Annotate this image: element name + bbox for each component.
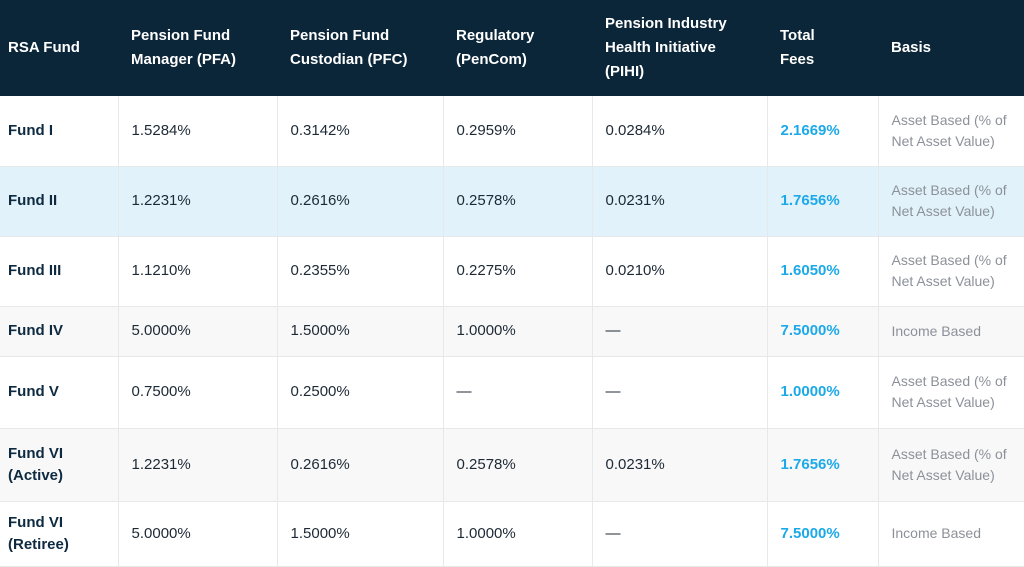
table-row-fund-1: Fund I 1.5284% 0.3142% 0.2959% 0.0284% 2…: [0, 96, 1024, 167]
column-header-pihi: Pension Industry Health Initiative (PIHI…: [592, 0, 767, 96]
cell-pencom-fee: —: [442, 355, 593, 429]
cell-pencom-fee: 0.2578%: [442, 427, 593, 502]
column-header-label: Pension Fund Custodian (PFC): [290, 27, 408, 68]
cell-pfa-fee: 0.7500%: [117, 355, 278, 429]
cell-pfa-fee: 1.2231%: [117, 165, 278, 237]
cell-basis: Income Based: [877, 305, 1024, 357]
cell-pfa-fee: 1.5284%: [117, 96, 278, 167]
cell-pfa-fee: 5.0000%: [117, 500, 278, 567]
column-header-label: Basis: [891, 39, 932, 56]
cell-basis: Income Based: [877, 500, 1024, 567]
cell-pfc-fee: 1.5000%: [276, 305, 444, 357]
column-header-rsa-fund: RSA Fund: [0, 0, 118, 96]
cell-pencom-fee: 1.0000%: [442, 500, 593, 567]
cell-total-fee: 1.0000%: [766, 355, 879, 429]
column-header-label: Total Fees: [780, 27, 815, 68]
cell-pfc-fee: 0.2500%: [276, 355, 444, 429]
cell-total-fee: 7.5000%: [766, 305, 879, 357]
cell-basis: Asset Based (% of Net Asset Value): [877, 355, 1024, 429]
column-header-pencom: Regulatory (PenCom): [443, 0, 592, 96]
cell-fund-name: Fund II: [0, 165, 119, 237]
column-header-label: Regulatory (PenCom): [456, 27, 535, 68]
cell-basis: Asset Based (% of Net Asset Value): [877, 96, 1024, 167]
table-row-fund-4: Fund IV 5.0000% 1.5000% 1.0000% — 7.5000…: [0, 305, 1024, 357]
column-header-label: Pension Industry Health Initiative (PIHI…: [605, 15, 727, 80]
cell-pihi-fee: 0.0210%: [591, 235, 768, 307]
cell-pencom-fee: 0.2578%: [442, 165, 593, 237]
cell-pfc-fee: 1.5000%: [276, 500, 444, 567]
cell-total-fee: 1.7656%: [766, 165, 879, 237]
column-header-label: RSA Fund: [8, 39, 80, 56]
cell-pfa-fee: 1.2231%: [117, 427, 278, 502]
cell-pfa-fee: 5.0000%: [117, 305, 278, 357]
cell-pencom-fee: 1.0000%: [442, 305, 593, 357]
column-header-total-fees: Total Fees: [767, 0, 878, 96]
cell-fund-name: Fund VI (Retiree): [0, 500, 119, 567]
cell-fund-name: Fund I: [0, 96, 119, 167]
table-row-fund-2-highlighted: Fund II 1.2231% 0.2616% 0.2578% 0.0231% …: [0, 165, 1024, 237]
cell-pihi-fee: —: [591, 500, 768, 567]
cell-fund-name: Fund V: [0, 355, 119, 429]
table-row-fund-6-retiree: Fund VI (Retiree) 5.0000% 1.5000% 1.0000…: [0, 500, 1024, 567]
table-row-fund-3: Fund III 1.1210% 0.2355% 0.2275% 0.0210%…: [0, 235, 1024, 307]
cell-pfc-fee: 0.2616%: [276, 427, 444, 502]
cell-fund-name: Fund IV: [0, 305, 119, 357]
table-body: Fund I 1.5284% 0.3142% 0.2959% 0.0284% 2…: [0, 96, 1024, 567]
cell-total-fee: 1.7656%: [766, 427, 879, 502]
cell-pihi-fee: —: [591, 355, 768, 429]
cell-pfc-fee: 0.2355%: [276, 235, 444, 307]
cell-fund-name: Fund III: [0, 235, 119, 307]
cell-pencom-fee: 0.2275%: [442, 235, 593, 307]
cell-pfc-fee: 0.3142%: [276, 96, 444, 167]
column-header-basis: Basis: [878, 0, 1024, 96]
column-header-pfc: Pension Fund Custodian (PFC): [277, 0, 443, 96]
cell-total-fee: 1.6050%: [766, 235, 879, 307]
table-row-fund-5: Fund V 0.7500% 0.2500% — — 1.0000% Asset…: [0, 355, 1024, 429]
cell-basis: Asset Based (% of Net Asset Value): [877, 235, 1024, 307]
cell-pfc-fee: 0.2616%: [276, 165, 444, 237]
cell-fund-name: Fund VI (Active): [0, 427, 119, 502]
cell-basis: Asset Based (% of Net Asset Value): [877, 165, 1024, 237]
column-header-pfa: Pension Fund Manager (PFA): [118, 0, 277, 96]
table-row-fund-6-active: Fund VI (Active) 1.2231% 0.2616% 0.2578%…: [0, 427, 1024, 502]
header-row: RSA Fund Pension Fund Manager (PFA) Pens…: [0, 0, 1024, 96]
cell-basis: Asset Based (% of Net Asset Value): [877, 427, 1024, 502]
cell-pihi-fee: —: [591, 305, 768, 357]
cell-total-fee: 2.1669%: [766, 96, 879, 167]
cell-pihi-fee: 0.0231%: [591, 165, 768, 237]
cell-total-fee: 7.5000%: [766, 500, 879, 567]
column-header-label: Pension Fund Manager (PFA): [131, 27, 237, 68]
cell-pfa-fee: 1.1210%: [117, 235, 278, 307]
cell-pencom-fee: 0.2959%: [442, 96, 593, 167]
table-header: RSA Fund Pension Fund Manager (PFA) Pens…: [0, 0, 1024, 96]
cell-pihi-fee: 0.0284%: [591, 96, 768, 167]
cell-pihi-fee: 0.0231%: [591, 427, 768, 502]
